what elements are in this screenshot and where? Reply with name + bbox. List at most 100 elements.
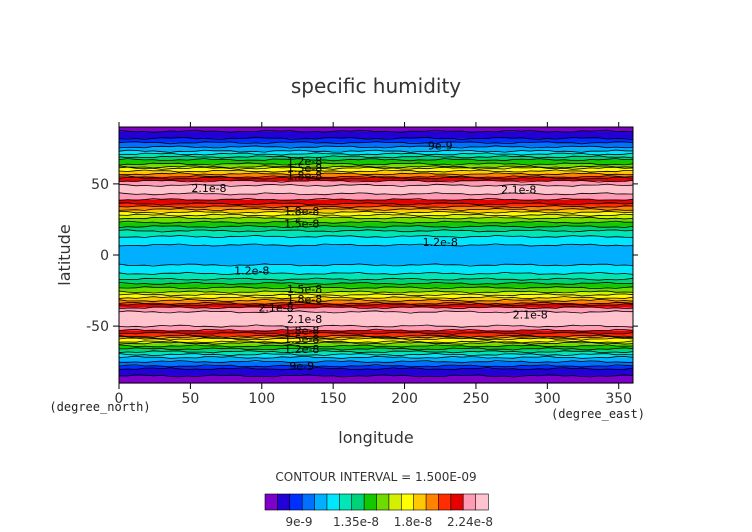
contour-line (119, 234, 634, 239)
colorbar-swatch (400, 493, 415, 511)
band-row (119, 138, 633, 141)
band-row (119, 375, 633, 378)
colorbar-swatch (413, 493, 427, 511)
band-row (119, 307, 633, 310)
band-row (119, 334, 633, 337)
band-row (119, 299, 633, 302)
band-row (119, 260, 633, 263)
band-row (119, 286, 633, 289)
band-row (119, 252, 633, 255)
contour-line (118, 192, 634, 196)
band-row (119, 287, 633, 290)
band-row (119, 131, 633, 134)
band-row (119, 255, 633, 258)
band-row (119, 240, 633, 243)
band-row (119, 365, 633, 368)
contour-line (118, 224, 634, 229)
band-row (119, 357, 633, 360)
band-row (119, 324, 633, 327)
contour-line (118, 149, 634, 153)
band-row (119, 358, 633, 361)
chart-title: specific humidity (291, 74, 461, 98)
contour-line (119, 347, 634, 351)
band-row (119, 338, 633, 341)
contour-label: 2.1e-8 (287, 313, 322, 326)
band-row (119, 136, 633, 139)
band-row (119, 291, 633, 294)
band-row (119, 378, 633, 381)
y-tick-label: 50 (91, 177, 109, 193)
band-row (119, 182, 633, 185)
band-row (119, 128, 633, 131)
contour-line (118, 286, 634, 290)
band-row (119, 347, 633, 350)
contour-label: 1.5e-8 (284, 333, 319, 346)
colorbar-swatch (277, 493, 291, 511)
band-row (119, 380, 633, 383)
colorbar-swatch (462, 493, 477, 511)
x-unit-label: (degree_east) (551, 407, 645, 421)
contour-line (118, 296, 634, 300)
contour-line (118, 352, 634, 357)
contour-line (118, 340, 634, 344)
band-row (119, 199, 633, 202)
band-row (119, 141, 633, 144)
band-row (119, 270, 633, 273)
band-row (119, 189, 633, 192)
y-axis: -50 0 50 (86, 177, 638, 335)
band-row (119, 283, 633, 286)
band-row (119, 266, 633, 269)
band-row (119, 317, 633, 320)
band-row (119, 188, 633, 191)
x-tick-label: 200 (391, 391, 418, 407)
x-tick-label: 250 (463, 391, 490, 407)
x-tick-label: 0 (115, 391, 124, 407)
band-row (119, 354, 633, 357)
band-row (119, 355, 633, 358)
band-row (119, 171, 633, 174)
contour-line (118, 129, 634, 133)
band-row (119, 210, 633, 213)
colorbar-swatch (326, 493, 340, 511)
band-row (119, 253, 633, 256)
band-row (119, 192, 633, 195)
band-row (119, 337, 633, 340)
band-row (119, 155, 633, 158)
contour-line (118, 152, 634, 156)
band-row (119, 222, 633, 225)
contour-labels: 9e-91.2e-81.5e-81.8e-82.1e-8 2.1e-81.8e-8… (191, 139, 547, 372)
contour-line (118, 210, 634, 214)
x-axis-label: longitude (338, 428, 413, 447)
colorbar-swatch (376, 493, 390, 511)
x-tick-label: 100 (248, 391, 275, 407)
colorbar-tick-label: 9e-9 (286, 515, 313, 529)
contour-label: 1.8e-8 (287, 293, 322, 306)
contour-line (118, 331, 634, 335)
band-row (119, 289, 633, 292)
y-unit-label: (degree_north) (49, 400, 150, 414)
contour-interval-text: CONTOUR INTERVAL = 1.500E-09 (275, 470, 476, 484)
band-row (119, 172, 633, 175)
contour-line (118, 263, 634, 267)
band-row (119, 246, 633, 249)
band-row (119, 290, 633, 293)
band-row (119, 309, 633, 312)
contour-label: 2.1e-8 (191, 182, 226, 195)
contour-label: 1.8e-8 (284, 324, 319, 337)
contour-line (118, 158, 634, 162)
band-row (119, 212, 633, 215)
colorbar-labels: 9e-9 1.35e-8 1.8e-8 2.24e-8 (286, 515, 494, 529)
y-tick-label: -50 (86, 319, 109, 335)
contour-line (118, 220, 634, 224)
x-tick-label: 300 (534, 391, 561, 407)
band-row (119, 367, 633, 370)
band-row (119, 320, 633, 323)
band-row (119, 310, 633, 313)
band-row (119, 249, 633, 252)
contour-label: 1.8e-8 (287, 169, 322, 182)
band-row (119, 135, 633, 138)
colorbar-swatch (339, 493, 353, 511)
band-row (119, 152, 633, 155)
contour-line (118, 301, 634, 306)
colorbar-swatch (264, 493, 278, 511)
